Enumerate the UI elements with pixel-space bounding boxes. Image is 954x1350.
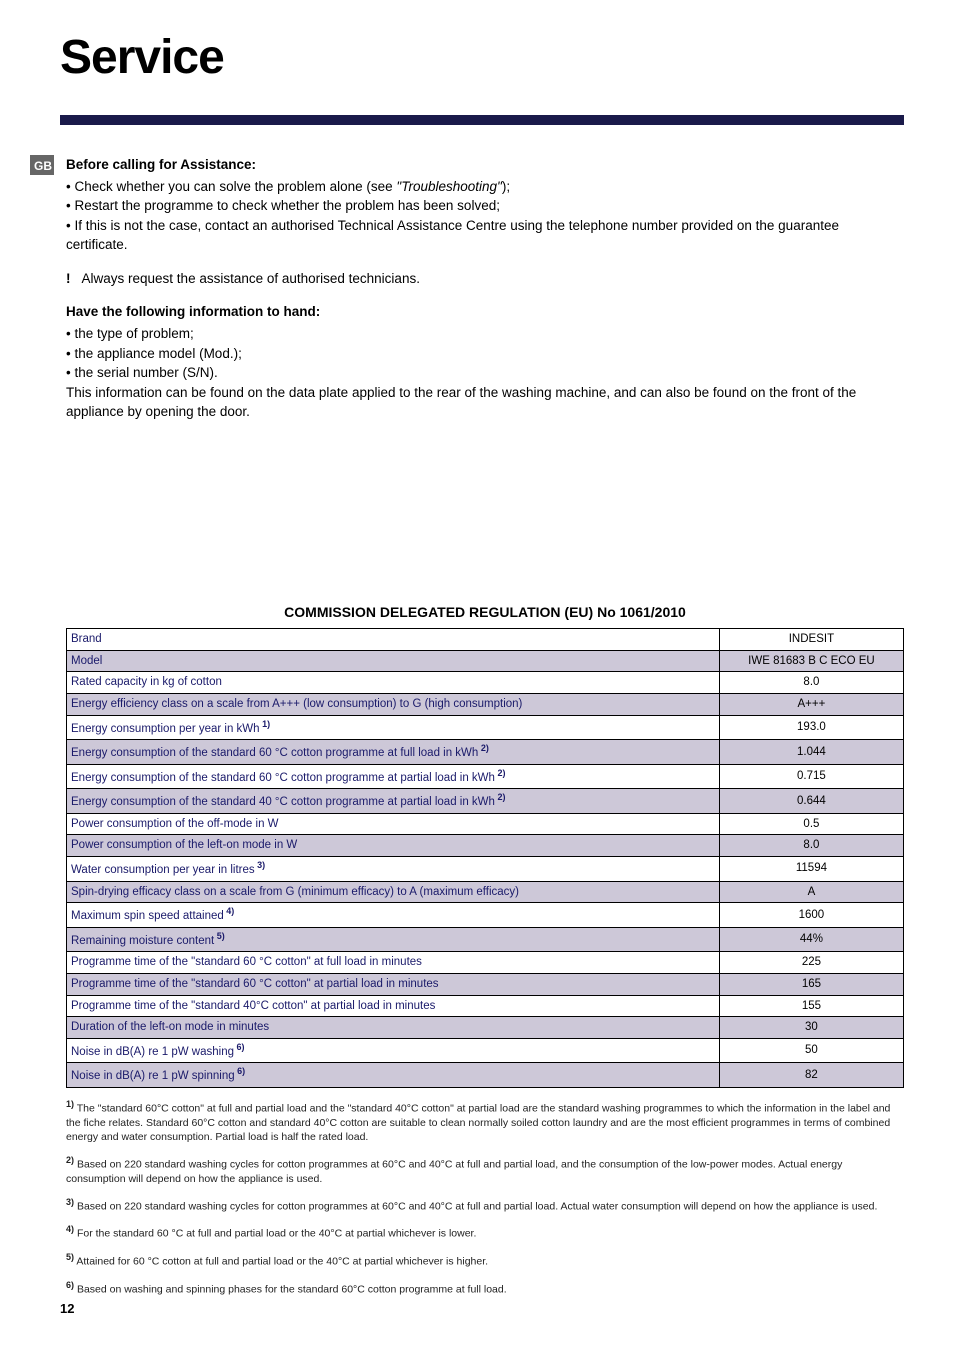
list-item: the appliance model (Mod.); <box>66 344 904 364</box>
row-label: Noise in dB(A) re 1 pW washing 6) <box>67 1038 720 1063</box>
table-row: ModelIWE 81683 B C ECO EU <box>67 650 904 672</box>
table-row: BrandINDESIT <box>67 629 904 651</box>
table-row: Power consumption of the off-mode in W0.… <box>67 813 904 835</box>
row-value: IWE 81683 B C ECO EU <box>719 650 903 672</box>
row-value: 50 <box>719 1038 903 1063</box>
list-item: the type of problem; <box>66 324 904 344</box>
row-label: Noise in dB(A) re 1 pW spinning 6) <box>67 1063 720 1088</box>
footnote-2: 2) Based on 220 standard washing cycles … <box>66 1154 904 1186</box>
table-row: Programme time of the "standard 60 °C co… <box>67 973 904 995</box>
table-row: Noise in dB(A) re 1 pW washing 6)50 <box>67 1038 904 1063</box>
warning-row: ! Always request the assistance of autho… <box>66 269 904 289</box>
table-row: Programme time of the "standard 60 °C co… <box>67 952 904 974</box>
footnote-1: 1) The "standard 60°C cotton" at full an… <box>66 1098 904 1144</box>
row-label: Programme time of the "standard 40°C cot… <box>67 995 720 1017</box>
regulation-title: COMMISSION DELEGATED REGULATION (EU) No … <box>66 602 904 622</box>
table-row: Power consumption of the left-on mode in… <box>67 835 904 857</box>
row-label: Energy consumption of the standard 60 °C… <box>67 740 720 765</box>
table-row: Energy consumption of the standard 40 °C… <box>67 789 904 814</box>
footnote-3: 3) Based on 220 standard washing cycles … <box>66 1196 904 1214</box>
regulation-table: BrandINDESITModelIWE 81683 B C ECO EURat… <box>66 628 904 1088</box>
table-row: Energy consumption of the standard 60 °C… <box>67 764 904 789</box>
table-row: Energy efficiency class on a scale from … <box>67 694 904 716</box>
table-row: Energy consumption per year in kWh 1)193… <box>67 715 904 740</box>
row-label: Power consumption of the off-mode in W <box>67 813 720 835</box>
page-title: Service <box>60 30 904 85</box>
row-label: Rated capacity in kg of cotton <box>67 672 720 694</box>
row-value: 0.5 <box>719 813 903 835</box>
row-value: 44% <box>719 927 903 952</box>
list-item: the serial number (S/N). <box>66 363 904 383</box>
footnote-5: 5) Attained for 60 °C cotton at full and… <box>66 1251 904 1269</box>
row-value: INDESIT <box>719 629 903 651</box>
row-value: 8.0 <box>719 835 903 857</box>
table-row: Maximum spin speed attained 4)1600 <box>67 903 904 928</box>
row-label: Maximum spin speed attained 4) <box>67 903 720 928</box>
row-label: Spin-drying efficacy class on a scale fr… <box>67 881 720 903</box>
table-row: Rated capacity in kg of cotton8.0 <box>67 672 904 694</box>
footnote-6: 6) Based on washing and spinning phases … <box>66 1279 904 1297</box>
bullet-text: Check whether you can solve the problem … <box>74 179 510 194</box>
row-label: Energy consumption per year in kWh 1) <box>67 715 720 740</box>
row-value: 11594 <box>719 857 903 882</box>
footnote-4: 4) For the standard 60 °C at full and pa… <box>66 1223 904 1241</box>
header-bar <box>60 115 904 125</box>
warning-text: Always request the assistance of authori… <box>82 271 420 286</box>
table-row: Programme time of the "standard 40°C cot… <box>67 995 904 1017</box>
info-trailing: This information can be found on the dat… <box>66 383 904 422</box>
table-row: Water consumption per year in litres 3)1… <box>67 857 904 882</box>
row-label: Remaining moisture content 5) <box>67 927 720 952</box>
row-value: A <box>719 881 903 903</box>
before-heading: Before calling for Assistance: <box>66 155 904 175</box>
row-value: 30 <box>719 1017 903 1039</box>
row-value: 225 <box>719 952 903 974</box>
table-row: Noise in dB(A) re 1 pW spinning 6)82 <box>67 1063 904 1088</box>
warning-icon: ! <box>66 271 71 286</box>
list-item: Check whether you can solve the problem … <box>66 177 904 197</box>
row-label: Model <box>67 650 720 672</box>
row-value: 82 <box>719 1063 903 1088</box>
table-row: Spin-drying efficacy class on a scale fr… <box>67 881 904 903</box>
row-value: 1.044 <box>719 740 903 765</box>
page-number: 12 <box>60 1301 74 1316</box>
info-bullets: the type of problem; the appliance model… <box>66 324 904 383</box>
row-value: 155 <box>719 995 903 1017</box>
row-value: 165 <box>719 973 903 995</box>
row-value: 0.715 <box>719 764 903 789</box>
language-badge: GB <box>30 155 54 175</box>
before-bullets: Check whether you can solve the problem … <box>66 177 904 255</box>
row-value: 193.0 <box>719 715 903 740</box>
table-row: Energy consumption of the standard 60 °C… <box>67 740 904 765</box>
table-row: Duration of the left-on mode in minutes3… <box>67 1017 904 1039</box>
row-label: Duration of the left-on mode in minutes <box>67 1017 720 1039</box>
row-value: 0.644 <box>719 789 903 814</box>
row-value: A+++ <box>719 694 903 716</box>
table-row: Remaining moisture content 5)44% <box>67 927 904 952</box>
info-heading: Have the following information to hand: <box>66 302 904 322</box>
row-label: Brand <box>67 629 720 651</box>
row-label: Energy consumption of the standard 60 °C… <box>67 764 720 789</box>
row-value: 1600 <box>719 903 903 928</box>
row-label: Energy efficiency class on a scale from … <box>67 694 720 716</box>
list-item: Restart the programme to check whether t… <box>66 196 904 216</box>
row-label: Energy consumption of the standard 40 °C… <box>67 789 720 814</box>
row-label: Power consumption of the left-on mode in… <box>67 835 720 857</box>
row-label: Water consumption per year in litres 3) <box>67 857 720 882</box>
row-value: 8.0 <box>719 672 903 694</box>
italic-ref: "Troubleshooting" <box>396 179 501 194</box>
footnotes: 1) The "standard 60°C cotton" at full an… <box>66 1098 904 1297</box>
row-label: Programme time of the "standard 60 °C co… <box>67 973 720 995</box>
row-label: Programme time of the "standard 60 °C co… <box>67 952 720 974</box>
list-item: If this is not the case, contact an auth… <box>66 216 904 255</box>
